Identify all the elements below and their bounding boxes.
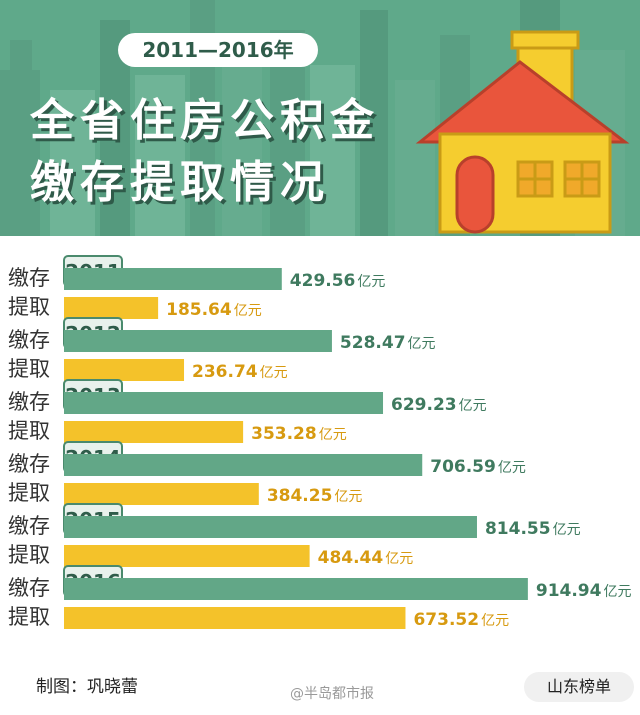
year-range-pill: 2011—2016年 xyxy=(118,33,318,67)
withdraw-label-2013: 提取 xyxy=(8,419,50,443)
withdraw-label-2012: 提取 xyxy=(8,357,50,381)
deposit-value-2012: 528.47 亿元 xyxy=(340,333,436,353)
header-banner: 2011—2016年 全省住房公积金 缴存提取情况 xyxy=(0,0,640,236)
weibo-watermark: @半岛都市报 xyxy=(290,686,374,702)
source-badge: 山东榜单 xyxy=(524,672,634,702)
deposit-bar-2014 xyxy=(64,454,423,476)
deposit-value-2014: 706.59 亿元 xyxy=(430,457,526,477)
deposit-bar-2013 xyxy=(64,392,384,414)
deposit-value-2011: 429.56 亿元 xyxy=(290,271,386,291)
withdraw-bar-2014 xyxy=(64,483,259,505)
credit-text: 制图：巩晓蕾 xyxy=(36,677,138,697)
deposit-label-2015: 缴存 xyxy=(8,514,50,538)
withdraw-label-2011: 提取 xyxy=(8,295,50,319)
withdraw-value-2012: 236.74 亿元 xyxy=(192,362,288,382)
withdraw-bar-2016 xyxy=(64,607,406,629)
withdraw-bar-2013 xyxy=(64,421,244,443)
withdraw-value-2016: 673.52 亿元 xyxy=(413,610,509,630)
deposit-label-2016: 缴存 xyxy=(8,576,50,600)
withdraw-value-2014: 384.25 亿元 xyxy=(267,486,363,506)
deposit-value-2016: 914.94 亿元 xyxy=(536,581,632,601)
withdraw-value-2011: 185.64 亿元 xyxy=(166,300,262,320)
title-line-1: 全省住房公积金 xyxy=(30,95,380,146)
deposit-bar-2015 xyxy=(64,516,477,538)
deposit-bar-2016 xyxy=(64,578,528,600)
deposit-bar-2011 xyxy=(64,268,282,290)
withdraw-label-2015: 提取 xyxy=(8,543,50,567)
deposit-withdraw-bar-chart: 2011缴存429.56亿元提取185.64亿元2012缴存528.47亿元提取… xyxy=(8,255,632,630)
deposit-label-2011: 缴存 xyxy=(8,266,50,290)
title-line-2: 缴存提取情况 xyxy=(30,157,330,208)
deposit-value-2015: 814.55 亿元 xyxy=(485,519,581,539)
deposit-label-2012: 缴存 xyxy=(8,328,50,352)
withdraw-bar-2015 xyxy=(64,545,310,567)
house-icon xyxy=(415,30,630,234)
withdraw-bar-2012 xyxy=(64,359,185,381)
deposit-label-2014: 缴存 xyxy=(8,452,50,476)
withdraw-label-2016: 提取 xyxy=(8,605,50,629)
withdraw-value-2013: 353.28 亿元 xyxy=(251,424,347,444)
withdraw-value-2015: 484.44 亿元 xyxy=(318,548,414,568)
deposit-value-2013: 629.23 亿元 xyxy=(391,395,487,415)
deposit-label-2013: 缴存 xyxy=(8,390,50,414)
withdraw-bar-2011 xyxy=(64,297,159,319)
withdraw-label-2014: 提取 xyxy=(8,481,50,505)
deposit-bar-2012 xyxy=(64,330,332,352)
